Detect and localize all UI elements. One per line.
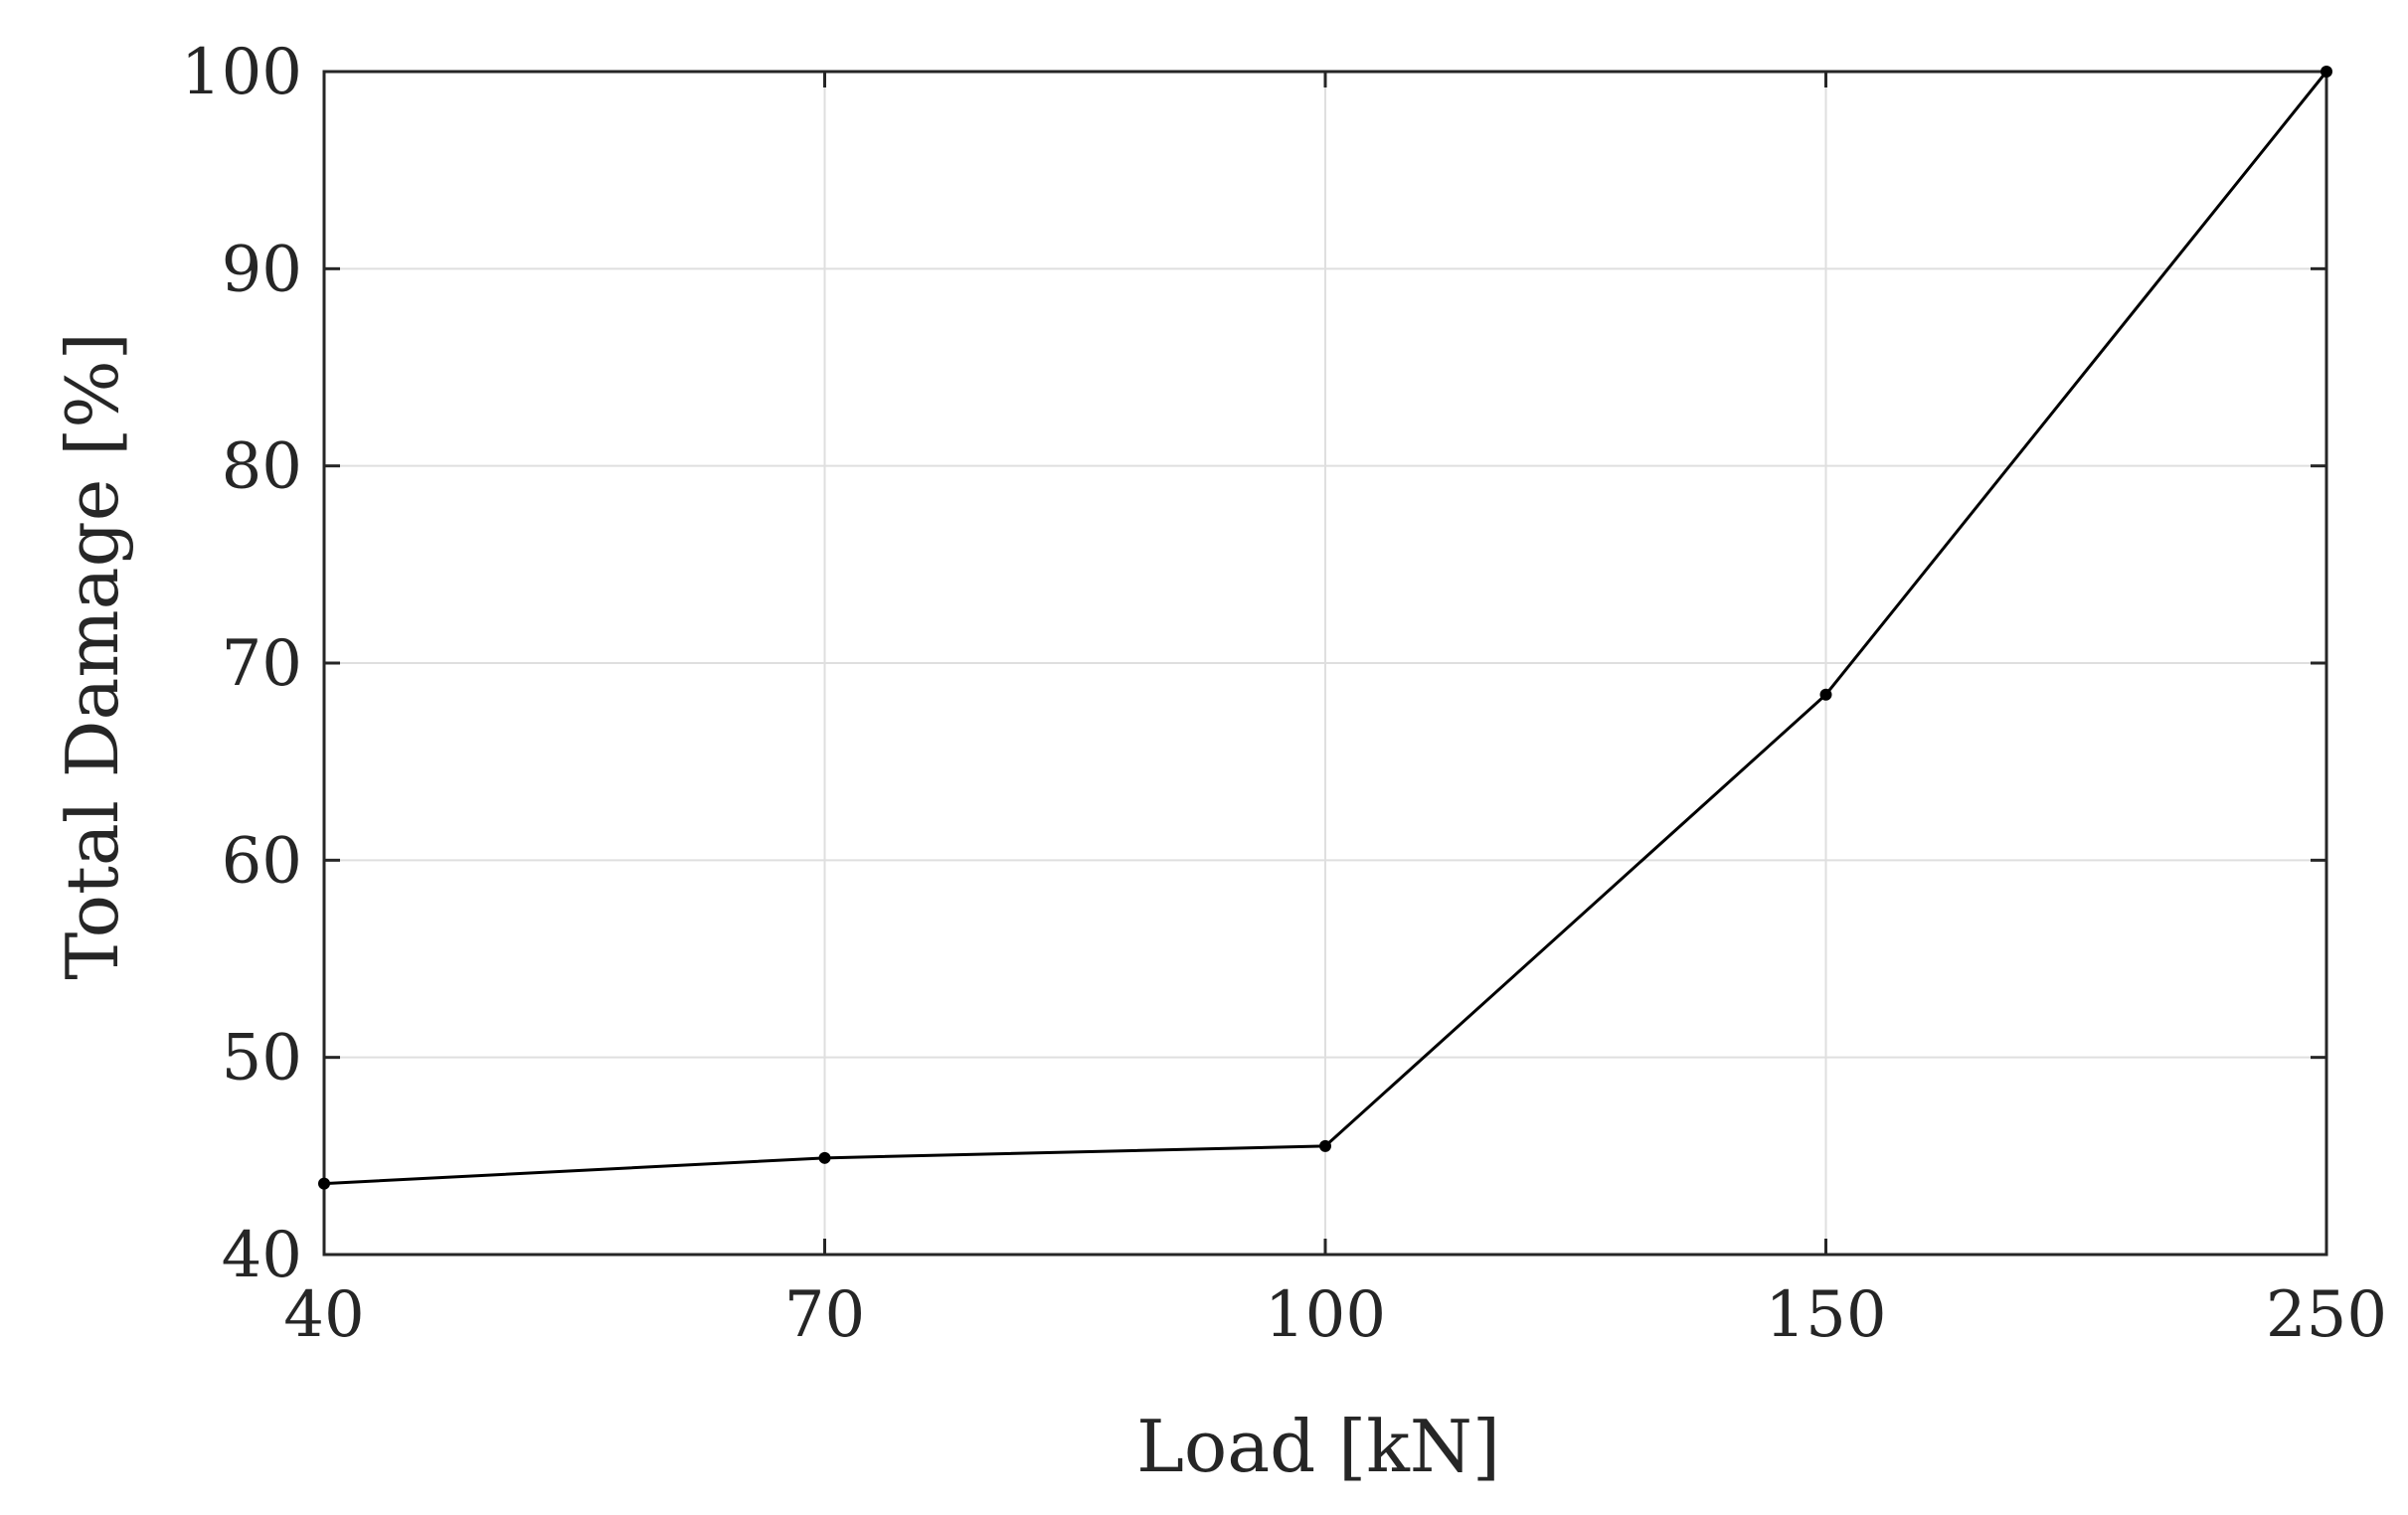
x-tick-label: 70 xyxy=(784,1278,865,1352)
x-tick-label: 40 xyxy=(283,1278,364,1352)
y-tick-label: 100 xyxy=(181,36,302,109)
axes xyxy=(322,70,2328,1257)
y-tick-label: 70 xyxy=(222,627,302,701)
data-point xyxy=(2321,66,2332,78)
y-tick-label: 40 xyxy=(222,1219,302,1292)
x-tick-labels: 40 70 100 150 250 xyxy=(283,1278,2387,1352)
y-tick-labels: 40 50 60 70 80 90 100 xyxy=(181,36,302,1292)
data-point xyxy=(818,1151,831,1164)
x-axis-title: Load [kN] xyxy=(1136,1405,1500,1488)
x-tick-label: 150 xyxy=(1765,1278,1886,1352)
data-point xyxy=(318,1177,330,1190)
x-tick-label: 100 xyxy=(1265,1278,1386,1352)
y-tick-label: 60 xyxy=(222,824,302,898)
data-point xyxy=(1819,688,1832,701)
y-axis-title: Total Damage [%] xyxy=(51,332,134,980)
series-layer xyxy=(318,66,2332,1190)
y-tick-label: 50 xyxy=(222,1022,302,1095)
grid-lines xyxy=(323,71,2327,1256)
data-point xyxy=(1319,1139,1331,1152)
y-tick-label: 80 xyxy=(222,430,302,504)
x-tick-label: 250 xyxy=(2266,1278,2387,1352)
y-tick-label: 90 xyxy=(222,233,302,306)
